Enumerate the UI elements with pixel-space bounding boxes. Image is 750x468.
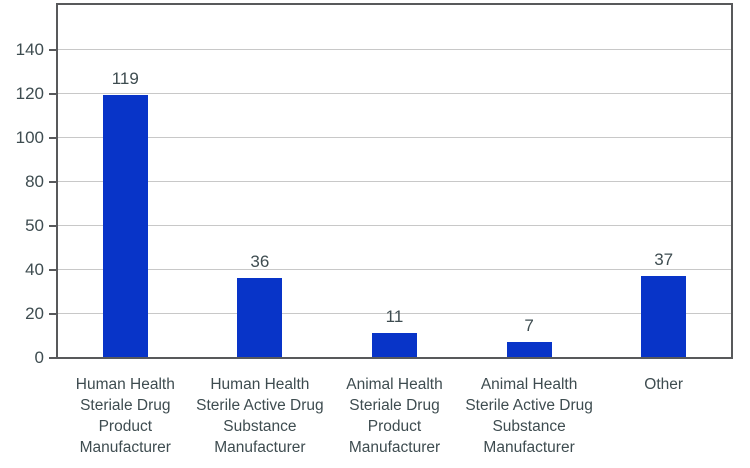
bar-value-label: 36 — [250, 251, 270, 271]
y-tick-label: 20 — [25, 304, 44, 323]
y-tick-label: 100 — [15, 128, 44, 147]
bar — [372, 332, 417, 357]
bar — [237, 277, 283, 357]
gridline — [58, 181, 731, 182]
bar-value-label: 11 — [385, 306, 404, 326]
gridline — [58, 269, 731, 270]
gridline — [58, 93, 731, 94]
y-tick-mark — [49, 181, 56, 183]
y-tick-label: 80 — [25, 172, 44, 191]
y-tick-label: 50 — [25, 216, 44, 235]
gridline — [58, 313, 731, 314]
y-tick-label: 40 — [25, 260, 44, 279]
x-category-label: Animal Health Sterile Active Drug Substa… — [465, 376, 593, 456]
y-tick-mark — [49, 357, 56, 359]
bar-value-label: 119 — [111, 69, 139, 89]
y-tick-label: 0 — [34, 348, 44, 367]
bar-value-label: 7 — [524, 315, 534, 335]
x-category-label: Animal Health Steriale Drug Product Manu… — [346, 376, 443, 456]
gridline — [58, 225, 731, 226]
x-category-label: Human Health Steriale Drug Product Manuf… — [75, 376, 175, 456]
bar — [102, 95, 148, 357]
y-tick-mark — [49, 49, 56, 51]
y-tick-label: 140 — [15, 40, 44, 59]
bar — [506, 341, 552, 357]
bar — [641, 275, 687, 357]
y-tick-mark — [49, 225, 56, 227]
y-tick-mark — [49, 269, 56, 271]
gridline — [58, 137, 731, 138]
y-tick-mark — [49, 137, 56, 139]
x-category-label: Human Health Sterile Active Drug Substan… — [196, 376, 324, 456]
gridline — [58, 49, 731, 50]
y-tick-mark — [49, 93, 56, 95]
x-category-label: Other — [644, 376, 684, 393]
y-tick-mark — [49, 313, 56, 315]
y-tick-label: 120 — [15, 84, 44, 103]
bar-value-label: 37 — [654, 249, 674, 269]
